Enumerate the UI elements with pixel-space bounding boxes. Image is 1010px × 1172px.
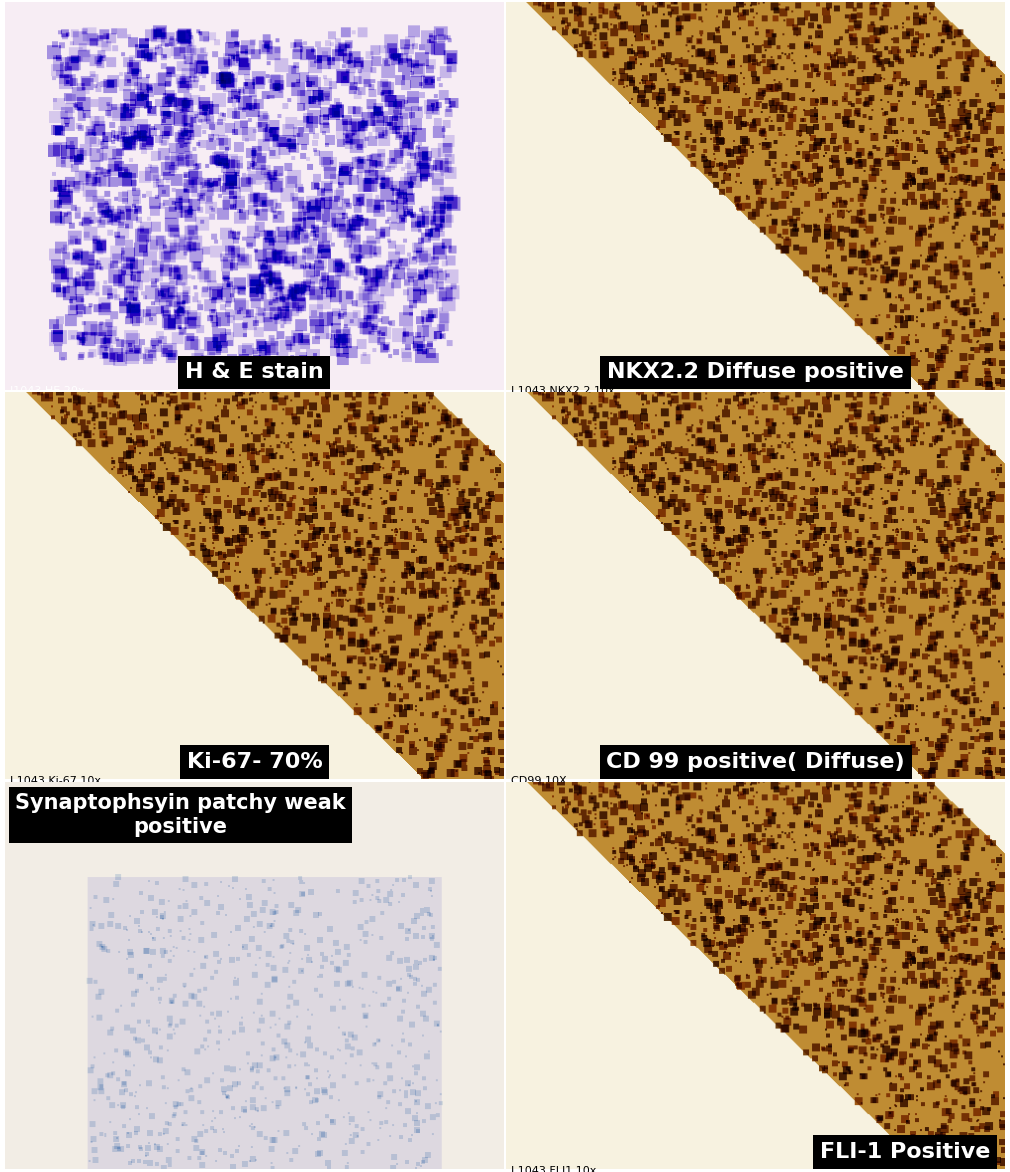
Text: CD 99 positive( Diffuse): CD 99 positive( Diffuse) bbox=[606, 752, 905, 772]
Text: CD99 10X: CD99 10X bbox=[511, 776, 567, 786]
Text: H & E stain: H & E stain bbox=[185, 362, 324, 382]
Text: I 1043 Ki-67 10x: I 1043 Ki-67 10x bbox=[10, 776, 101, 786]
Text: NKX2.2 Diffuse positive: NKX2.2 Diffuse positive bbox=[607, 362, 904, 382]
Text: I 1043 NKX2.2 10x: I 1043 NKX2.2 10x bbox=[511, 387, 615, 396]
Text: I1043 HE 20x: I1043 HE 20x bbox=[10, 387, 85, 396]
Text: Synaptophsyin patchy weak
positive: Synaptophsyin patchy weak positive bbox=[15, 793, 345, 837]
Text: Ki-67- 70%: Ki-67- 70% bbox=[187, 752, 322, 772]
Text: I 1043 FLI1 10x: I 1043 FLI1 10x bbox=[511, 1166, 597, 1172]
Text: FLI-1 Positive: FLI-1 Positive bbox=[819, 1142, 990, 1161]
